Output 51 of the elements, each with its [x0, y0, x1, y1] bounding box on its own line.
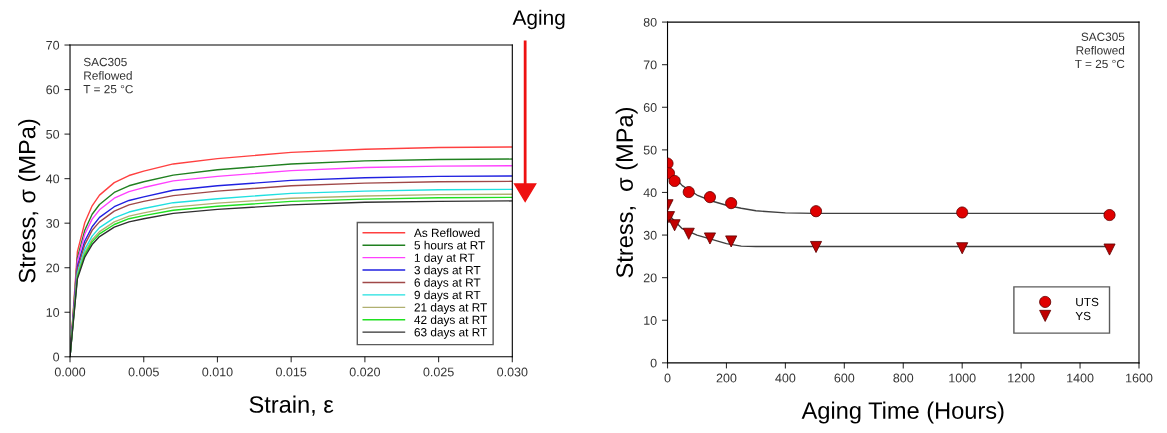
annotation: SAC305 Reflowed T = 25 °C	[83, 57, 133, 94]
y-tick-label: 10	[644, 316, 657, 325]
y-tick-label: 0	[650, 358, 657, 368]
y-tick-label: 30	[643, 230, 657, 240]
legend-label: 5 hours at RT	[414, 240, 485, 250]
legend-label: As Reflowed	[413, 228, 480, 238]
legend-label: 21 days at RT	[414, 302, 487, 314]
x-tick-label: 1600	[1126, 373, 1153, 383]
legend-label: 3 days at RT	[414, 265, 481, 277]
x-tick-label: 1400	[1067, 373, 1094, 383]
y-tick-label: 10	[46, 308, 60, 317]
y-tick-label: 60	[643, 103, 657, 112]
y-axis-title: Stress, σ (MPa)	[18, 119, 41, 283]
y-tick-label: 50	[643, 145, 657, 155]
y-tick-label: 70	[643, 60, 657, 70]
x-tick-label: 0.025	[423, 367, 454, 377]
y-axis-title: Stress, σ (MPa)	[615, 107, 638, 278]
x-tick-label: 1200	[1008, 373, 1035, 383]
x-tick-label: 200	[716, 373, 737, 383]
x-tick-label: 0.020	[349, 367, 381, 377]
x-tick-label: 600	[834, 373, 855, 383]
x-tick-label: 1000	[949, 373, 976, 383]
annotation: SAC305 Reflowed T = 25 °C	[1075, 32, 1125, 69]
x-tick-label: 0.030	[497, 367, 528, 377]
x-tick-label: 0.015	[276, 367, 307, 377]
y-tick-label: 70	[46, 40, 60, 50]
y-tick-label: 40	[45, 174, 60, 184]
y-tick-label: 80	[643, 17, 657, 27]
legend-label: 63 days at RT	[414, 327, 487, 339]
y-tick-label: 0	[53, 352, 60, 362]
x-tick-label: 0.005	[128, 367, 159, 377]
y-tick-label: 30	[46, 218, 60, 228]
legend-label: 42 days at RT	[414, 315, 487, 327]
text: Aging	[512, 9, 565, 30]
y-tick-label: 60	[46, 85, 60, 95]
legend-label: 9 days at RT	[414, 290, 481, 302]
legend-label: YS	[1075, 311, 1091, 321]
y-tick-label: 20	[46, 263, 60, 273]
legend-label: 1 day at RT	[414, 253, 475, 265]
x-axis-title: Aging Time (Hours)	[801, 401, 1004, 424]
x-tick-label: 0.000	[54, 367, 86, 377]
legend-label: UTS	[1076, 297, 1099, 307]
legend-label: 6 days at RT	[414, 278, 481, 290]
x-tick-label: 400	[775, 373, 796, 383]
y-tick-label: 50	[46, 129, 60, 139]
x-axis-title: Strain, ε	[249, 395, 334, 416]
y-tick-label: 40	[643, 188, 657, 198]
x-tick-label: 800	[893, 373, 914, 383]
x-tick-label: 0.010	[202, 367, 233, 377]
y-tick-label: 20	[643, 273, 657, 283]
x-tick-label: 0	[664, 373, 671, 383]
